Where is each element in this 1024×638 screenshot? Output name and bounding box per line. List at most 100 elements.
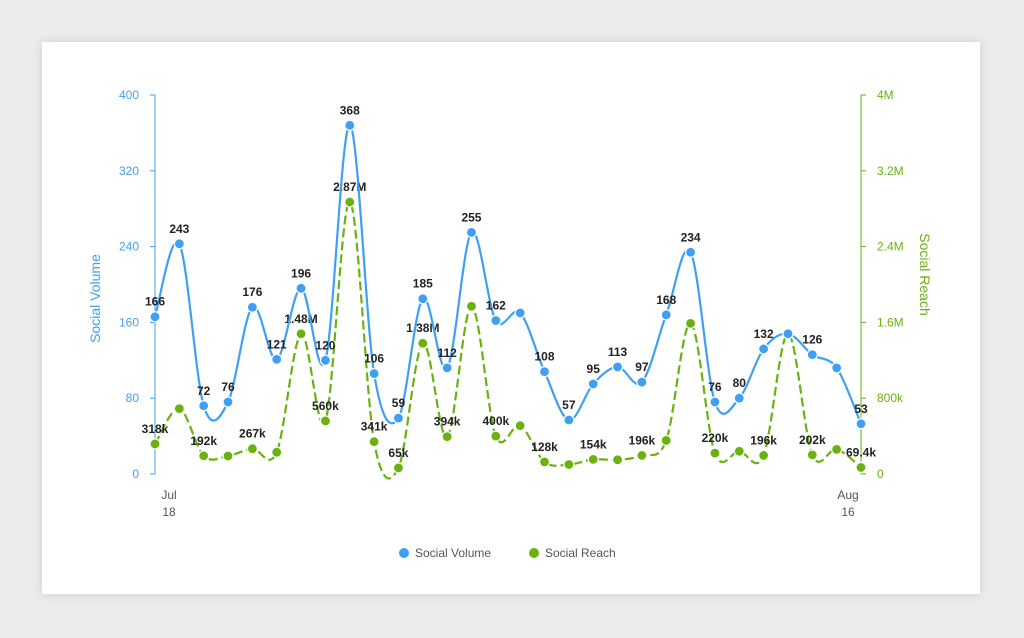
- social-reach-data-label: 128k: [531, 440, 558, 454]
- social-volume-point[interactable]: [709, 396, 721, 408]
- social-reach-point[interactable]: [173, 403, 185, 415]
- social-volume-point[interactable]: [392, 412, 405, 424]
- social-volume-point[interactable]: [758, 343, 770, 355]
- social-volume-point[interactable]: [490, 314, 502, 327]
- legend-marker[interactable]: [399, 548, 409, 558]
- social-volume-data-label: 126: [802, 333, 822, 347]
- social-volume-data-label: 368: [340, 103, 360, 117]
- social-reach-point[interactable]: [611, 454, 624, 466]
- social-reach-point[interactable]: [587, 453, 599, 466]
- social-volume-data-label: 166: [145, 295, 165, 309]
- right-tick-label: 2.4M: [877, 240, 904, 254]
- social-volume-point[interactable]: [198, 400, 210, 412]
- social-volume-point[interactable]: [806, 349, 818, 361]
- social-volume-point[interactable]: [831, 362, 843, 374]
- social-reach-data-label: 196k: [750, 433, 777, 447]
- legend-item-label[interactable]: Social Volume: [415, 546, 491, 560]
- social-volume-point[interactable]: [149, 311, 161, 323]
- social-volume-point[interactable]: [587, 378, 599, 390]
- social-volume-point[interactable]: [684, 246, 697, 258]
- social-volume-point[interactable]: [417, 293, 429, 305]
- left-tick-label: 160: [119, 315, 139, 329]
- social-volume-point[interactable]: [733, 392, 745, 404]
- social-volume-data-label: 121: [267, 337, 287, 351]
- social-volume-point[interactable]: [782, 328, 794, 340]
- social-volume-point[interactable]: [222, 396, 234, 408]
- social-reach-point[interactable]: [538, 456, 551, 468]
- social-reach-point[interactable]: [222, 450, 234, 462]
- left-axis-title: Social Volume: [87, 254, 103, 343]
- social-volume-point[interactable]: [246, 301, 258, 313]
- right-axis-title: Social Reach: [917, 233, 933, 316]
- left-tick-label: 80: [126, 391, 140, 405]
- social-volume-point[interactable]: [441, 362, 453, 374]
- social-reach-data-label: 69.4k: [846, 445, 876, 459]
- social-reach-point[interactable]: [198, 450, 210, 462]
- social-reach-data-label: 2.87M: [333, 180, 366, 194]
- social-volume-point[interactable]: [538, 366, 551, 378]
- x-tick-label: Aug: [837, 488, 858, 502]
- social-volume-point[interactable]: [514, 307, 526, 319]
- social-reach-point[interactable]: [465, 300, 478, 312]
- social-reach-data-label: 65k: [388, 446, 408, 460]
- social-reach-point[interactable]: [636, 449, 648, 462]
- social-volume-point[interactable]: [319, 354, 332, 366]
- social-reach-data-label: 394k: [434, 415, 461, 429]
- social-volume-point[interactable]: [344, 119, 356, 131]
- legend-item-label[interactable]: Social Reach: [545, 546, 616, 560]
- social-volume-point[interactable]: [295, 282, 307, 294]
- social-reach-data-label: 400k: [482, 414, 509, 428]
- social-reach-point[interactable]: [733, 445, 745, 457]
- social-volume-point[interactable]: [368, 367, 380, 380]
- social-volume-data-label: 132: [754, 327, 774, 341]
- right-tick-label: 3.2M: [877, 164, 904, 178]
- social-reach-point[interactable]: [758, 449, 770, 462]
- chart-card: 0 80 160 240 320 400 0 800k 1.6M 2.4M 3.2M 4M Social…: [42, 42, 980, 594]
- social-volume-line: [153, 124, 863, 425]
- social-reach-point[interactable]: [319, 415, 332, 427]
- legend-marker[interactable]: [529, 548, 539, 558]
- social-volume-data-label: 162: [486, 299, 506, 313]
- social-volume-point[interactable]: [563, 414, 575, 426]
- social-reach-point[interactable]: [149, 438, 161, 450]
- social-volume-data-label: 95: [587, 362, 601, 376]
- social-volume-point[interactable]: [611, 361, 624, 373]
- social-reach-point[interactable]: [806, 449, 818, 461]
- right-tick-label: 0: [877, 467, 884, 481]
- social-volume-data-label: 80: [733, 376, 747, 390]
- social-volume-point[interactable]: [465, 226, 478, 238]
- social-reach-point[interactable]: [368, 436, 380, 448]
- social-volume-data-label: 243: [169, 222, 189, 236]
- social-reach-point[interactable]: [271, 446, 283, 458]
- social-reach-point[interactable]: [709, 447, 721, 459]
- social-reach-point[interactable]: [246, 443, 258, 455]
- social-volume-point[interactable]: [636, 376, 648, 388]
- social-reach-data-label: 267k: [239, 427, 266, 441]
- social-volume-data-label: 112: [437, 346, 457, 360]
- social-volume-point[interactable]: [660, 309, 672, 321]
- social-reach-data-label: 154k: [580, 437, 607, 451]
- social-reach-point[interactable]: [441, 431, 453, 443]
- social-volume-data-label: 234: [681, 230, 701, 244]
- social-reach-point[interactable]: [563, 458, 575, 471]
- social-volume-point[interactable]: [855, 418, 867, 430]
- social-reach-point[interactable]: [855, 461, 867, 474]
- social-volume-data-label: 176: [242, 285, 262, 299]
- social-reach-point[interactable]: [514, 420, 526, 432]
- social-reach-point[interactable]: [831, 443, 843, 455]
- social-reach-point[interactable]: [417, 337, 429, 349]
- social-reach-point[interactable]: [684, 317, 697, 329]
- social-reach-point[interactable]: [392, 462, 405, 474]
- social-volume-data-label: 57: [562, 398, 576, 412]
- social-volume-data-label: 106: [364, 352, 384, 366]
- social-volume-point[interactable]: [271, 353, 283, 365]
- social-reach-point[interactable]: [660, 434, 672, 446]
- right-tick-label: 800k: [877, 391, 904, 405]
- social-reach-line: [154, 200, 862, 480]
- left-tick-label: 320: [119, 164, 139, 178]
- social-reach-point[interactable]: [295, 328, 307, 340]
- social-volume-data-label: 113: [608, 345, 628, 359]
- social-reach-point[interactable]: [490, 430, 502, 442]
- social-reach-point[interactable]: [344, 196, 356, 208]
- social-volume-point[interactable]: [173, 238, 185, 250]
